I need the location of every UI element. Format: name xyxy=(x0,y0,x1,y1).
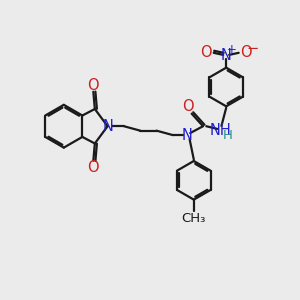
Text: O: O xyxy=(87,78,99,93)
Text: NH: NH xyxy=(210,123,232,138)
Text: −: − xyxy=(247,41,259,56)
Text: O: O xyxy=(182,99,194,114)
Text: CH₃: CH₃ xyxy=(182,212,206,225)
Text: N: N xyxy=(182,128,193,142)
Text: O: O xyxy=(200,45,212,60)
Text: O: O xyxy=(240,45,252,60)
Text: +: + xyxy=(226,43,236,56)
Text: O: O xyxy=(87,160,99,175)
Text: N: N xyxy=(221,48,232,63)
Text: N: N xyxy=(102,119,113,134)
Text: H: H xyxy=(222,129,232,142)
